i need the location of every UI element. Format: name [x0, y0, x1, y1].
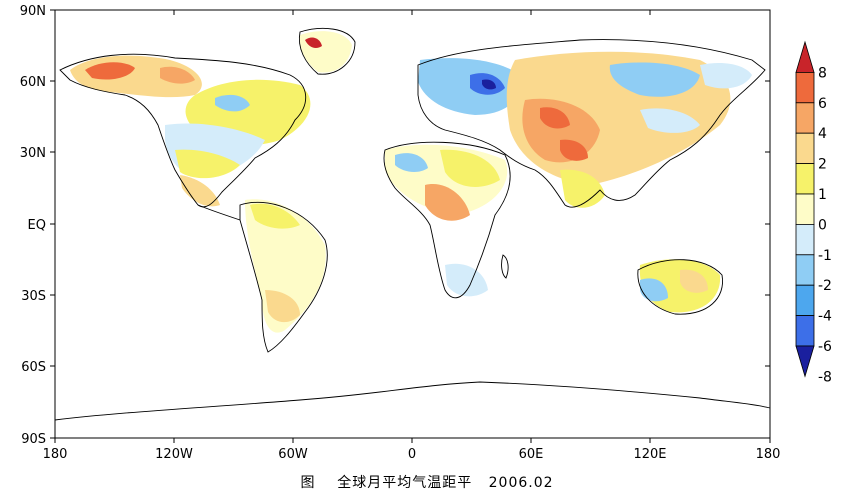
lon-label: 60E [519, 447, 544, 462]
caption-prefix: 图 [300, 475, 316, 491]
anomaly-region-sahara [440, 149, 500, 187]
anomaly-region-europe [418, 58, 521, 115]
coast-australia [637, 259, 723, 315]
colorbar: 8 6 4 2 1 0 -1 -2 -4 -6 -8 [795, 40, 832, 385]
coast-central-america [197, 204, 241, 221]
colorbar-segment [795, 163, 815, 195]
lon-label: 0 [408, 447, 416, 462]
lon-labels: 180 120W 60W 0 60E 120E 180 [43, 447, 781, 462]
anomaly-fields [70, 31, 752, 333]
anomaly-region-south-america [245, 199, 326, 333]
colorbar-segment [795, 284, 815, 317]
lat-label: 60S [21, 360, 46, 375]
anomaly-region-europe-deep [482, 79, 496, 90]
colorbar-label: -2 [818, 278, 832, 294]
colorbar-label: 8 [818, 65, 827, 81]
anomaly-region-siberia-cold [609, 62, 700, 97]
caption-date: 2006.02 [488, 475, 554, 491]
anomaly-region-east-asia-cool [640, 108, 700, 133]
temperature-anomaly-map: 90N 60N 30N EQ 30S 60S 90S 180 120W 60W … [20, 4, 832, 462]
anomaly-region-sa-north [250, 203, 300, 229]
coast-south-america [239, 201, 328, 353]
colorbar-segment [795, 193, 815, 225]
anomaly-region-yukon [160, 66, 195, 84]
colorbar-label: 2 [818, 157, 827, 173]
colorbar-segment [795, 345, 815, 378]
anomaly-region-tibet [560, 139, 588, 161]
caption-title: 全球月平均气温距平 [337, 475, 473, 491]
lat-label: 60N [20, 75, 46, 90]
coast-north-america [59, 53, 307, 208]
lon-label: 180 [43, 447, 68, 462]
lon-ticks [54, 10, 771, 443]
anomaly-region-india [560, 169, 605, 208]
lat-label: 90S [21, 432, 46, 447]
anomaly-region-greenland-core [305, 37, 322, 48]
anomaly-region-east-australia [680, 269, 708, 293]
colorbar-segment [795, 315, 815, 347]
anomaly-region-hudson [215, 94, 250, 112]
coast-madagascar [501, 254, 509, 279]
figure-caption: 图 全球月平均气温距平 2006.02 [0, 472, 854, 492]
colorbar-segment [795, 254, 815, 286]
anomaly-region-mexico [180, 175, 220, 207]
colorbar-label: -1 [818, 248, 832, 264]
anomaly-region-southern-africa [445, 263, 488, 297]
colorbar-segment [795, 102, 815, 134]
lon-label: 120W [155, 447, 193, 462]
lat-ticks [50, 9, 770, 439]
anomaly-region-east-siberia [700, 63, 752, 89]
colorbar-segment [795, 72, 815, 104]
lat-label: 30N [20, 146, 46, 161]
coast-eurasia [417, 39, 766, 208]
colorbar-segment [795, 132, 815, 164]
colorbar-segment [795, 223, 815, 256]
anomaly-region-alaska-core [85, 62, 135, 80]
lat-labels: 90N 60N 30N EQ 30S 60S 90S [20, 4, 46, 447]
anomaly-region-us-south [175, 149, 240, 179]
colorbar-label: 4 [818, 126, 827, 142]
colorbar-label: 0 [818, 217, 827, 233]
coastlines [54, 27, 771, 421]
coast-antarctica [54, 381, 771, 421]
anomaly-region-west-africa [395, 153, 428, 172]
anomaly-region-west-australia [640, 278, 668, 302]
coast-africa [383, 141, 511, 299]
lat-label: 90N [20, 4, 46, 19]
lat-label: 30S [21, 289, 46, 304]
colorbar-label: -6 [818, 339, 832, 355]
colorbar-label: 6 [818, 96, 827, 112]
anomaly-region-sa-south [265, 290, 300, 323]
coast-greenland [298, 27, 356, 75]
lon-label: 120E [633, 447, 666, 462]
lon-label: 60W [278, 447, 308, 462]
lat-label: EQ [28, 218, 46, 233]
colorbar-label: -8 [818, 369, 832, 385]
lon-label: 180 [756, 447, 781, 462]
colorbar-segment [795, 40, 815, 73]
colorbar-label: 1 [818, 187, 827, 203]
colorbar-label: -4 [818, 309, 832, 325]
anomaly-region-central-africa [425, 184, 470, 221]
anomaly-region-central-asia-core [540, 107, 570, 129]
